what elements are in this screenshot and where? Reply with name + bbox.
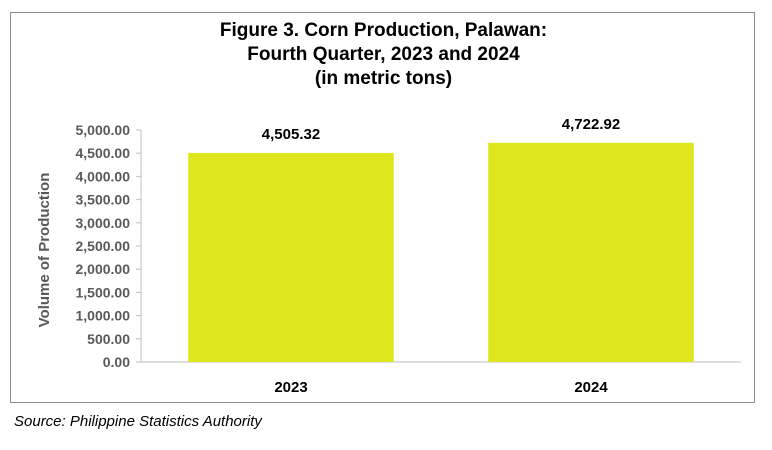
y-tick-label: 0.00 [103,354,130,370]
chart-container: Figure 3. Corn Production, Palawan: Four… [10,12,755,403]
y-tick-label: 5,000.00 [76,122,131,138]
y-axis-title: Volume of Production [36,173,53,328]
source-note: Source: Philippine Statistics Authority [14,413,262,430]
bar-2024 [488,142,694,362]
y-tick-label: 1,000.00 [76,308,131,324]
y-tick-label: 3,500.00 [76,192,131,208]
data-label: 4,505.32 [262,126,320,143]
y-tick-label: 500.00 [87,331,130,347]
chart-title-line-1: Figure 3. Corn Production, Palawan: [219,20,548,41]
chart-title: Figure 3. Corn Production, Palawan: Four… [11,19,756,91]
y-tick-label: 1,500.00 [76,284,131,300]
y-tick-label: 2,000.00 [76,261,131,277]
data-label: 4,722.92 [562,116,620,133]
bar-2023 [188,152,394,362]
chart-title-line-2: Fourth Quarter, 2023 and 2024 [247,44,520,65]
bar-chart: 0.00 500.00 1,000.00 1,500.00 2,000.00 2,500.… [36,116,741,396]
x-tick-label: 2023 [274,379,307,396]
x-tick-label: 2024 [574,379,608,396]
y-tick-label: 4,000.00 [76,168,131,184]
y-tick-label: 3,000.00 [76,215,131,231]
y-tick-label: 2,500.00 [76,238,131,254]
chart-title-line-3: (in metric tons) [314,68,453,89]
y-tick-label: 4,500.00 [76,145,131,161]
